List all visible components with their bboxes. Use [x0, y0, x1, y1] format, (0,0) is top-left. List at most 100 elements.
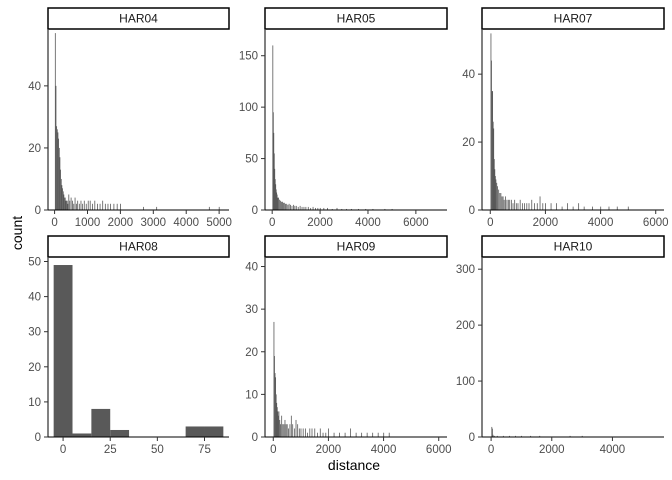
- y-tick-label: 20: [28, 143, 41, 155]
- histogram-bar: [608, 206, 610, 210]
- histogram-bar: [528, 203, 530, 210]
- histogram-bar: [54, 33, 56, 210]
- histogram-bar: [65, 200, 67, 210]
- histogram-bar: [208, 206, 210, 210]
- histogram-bar: [350, 428, 352, 437]
- histogram-bar: [372, 208, 374, 210]
- histogram-bar: [508, 435, 510, 437]
- histogram-bar: [581, 435, 583, 437]
- histogram-bar: [275, 189, 277, 210]
- histogram-bar: [75, 203, 77, 210]
- histogram-bar: [204, 426, 224, 437]
- histogram-bar: [519, 199, 521, 210]
- histogram-bar: [366, 432, 368, 437]
- histogram-bar: [273, 132, 275, 210]
- histogram-bar: [494, 176, 496, 210]
- histogram-bar: [292, 424, 294, 437]
- histogram-bar: [60, 169, 61, 210]
- histogram-bar: [561, 206, 563, 210]
- facet-strip: [47, 7, 230, 30]
- histogram-bar: [275, 394, 277, 437]
- histogram-bar: [493, 159, 495, 210]
- facet-strip-label: HAR08: [119, 240, 158, 254]
- histogram-bar: [331, 208, 333, 210]
- histogram-bar: [60, 178, 62, 210]
- x-tick-label: 3000: [141, 217, 167, 229]
- histogram-bar: [273, 153, 275, 210]
- histogram-bar: [289, 424, 291, 437]
- histogram-bar: [496, 182, 498, 210]
- histogram-bar: [290, 415, 292, 437]
- histogram-bar: [74, 197, 76, 210]
- histogram-bar: [273, 321, 275, 437]
- histogram-bar: [556, 203, 557, 210]
- y-tick-label: 0: [469, 432, 475, 444]
- histogram-bar: [567, 203, 569, 210]
- histogram-bar: [276, 194, 278, 210]
- histogram-bar: [277, 411, 279, 437]
- y-tick-label: 20: [28, 362, 41, 374]
- histogram-bar: [569, 435, 571, 437]
- histogram-bar: [346, 208, 347, 210]
- histogram-bar: [503, 199, 505, 210]
- histogram-bar: [502, 196, 504, 210]
- histogram-bar: [372, 432, 374, 437]
- x-tick-label: 2000: [539, 444, 565, 456]
- histogram-bar: [107, 203, 109, 210]
- histogram-bar: [82, 203, 84, 210]
- y-tick-label: 50: [245, 154, 258, 166]
- histogram-bar: [322, 432, 324, 437]
- histogram-bar: [309, 428, 311, 437]
- histogram-bar: [274, 179, 276, 210]
- histogram-bar: [294, 205, 296, 210]
- histogram-bar: [539, 435, 541, 437]
- histogram-bar: [66, 200, 67, 210]
- histogram-bar: [534, 203, 535, 210]
- histogram-bar: [510, 199, 512, 210]
- histogram-bar: [58, 138, 60, 210]
- histogram-bar: [384, 208, 386, 210]
- facet-strip: [481, 235, 665, 258]
- histogram-bar: [116, 203, 118, 210]
- x-tick-label: 5000: [206, 217, 232, 229]
- histogram-bar: [120, 203, 121, 210]
- y-tick-label: 20: [245, 347, 258, 359]
- histogram-bar: [286, 424, 288, 437]
- histogram-bar: [319, 428, 321, 437]
- histogram-bar: [92, 203, 93, 210]
- histogram-bar: [57, 132, 59, 210]
- histogram-bar: [104, 203, 106, 210]
- histogram-bar: [333, 432, 335, 437]
- histogram-bar: [274, 356, 275, 437]
- x-tick-label: 0: [60, 444, 66, 456]
- histogram-bar: [491, 91, 493, 210]
- histogram-bar: [545, 203, 546, 210]
- y-axis-title: count: [9, 216, 25, 250]
- histogram-bar: [339, 432, 340, 437]
- histogram-bar: [281, 415, 283, 437]
- histogram-bar: [530, 435, 532, 437]
- facet-strip-label: HAR05: [337, 12, 376, 26]
- histogram-bar: [542, 203, 544, 210]
- histogram-bar: [286, 203, 288, 210]
- histogram-bar: [493, 128, 495, 210]
- histogram-bar: [319, 207, 321, 210]
- y-tick-label: 300: [456, 264, 475, 276]
- histogram-bar: [492, 121, 494, 210]
- histogram-bar: [377, 432, 379, 437]
- x-tick-label: 4000: [371, 444, 397, 456]
- histogram-bar: [514, 199, 516, 210]
- facet-strip-label: HAR09: [337, 240, 376, 254]
- histogram-bar: [53, 265, 73, 437]
- histogram-bar: [295, 419, 297, 437]
- histogram-bar: [62, 188, 63, 210]
- histogram-bar: [310, 207, 312, 210]
- x-tick-label: 50: [151, 444, 164, 456]
- histogram-bar: [277, 415, 279, 437]
- histogram-bar: [61, 185, 63, 210]
- histogram-bar: [282, 201, 283, 210]
- histogram-bar: [592, 206, 593, 210]
- facet-panel: HAR07 0 20 40 0 2000 4000 6000: [462, 7, 669, 229]
- histogram-bar: [325, 432, 327, 437]
- histogram-bar: [536, 203, 538, 210]
